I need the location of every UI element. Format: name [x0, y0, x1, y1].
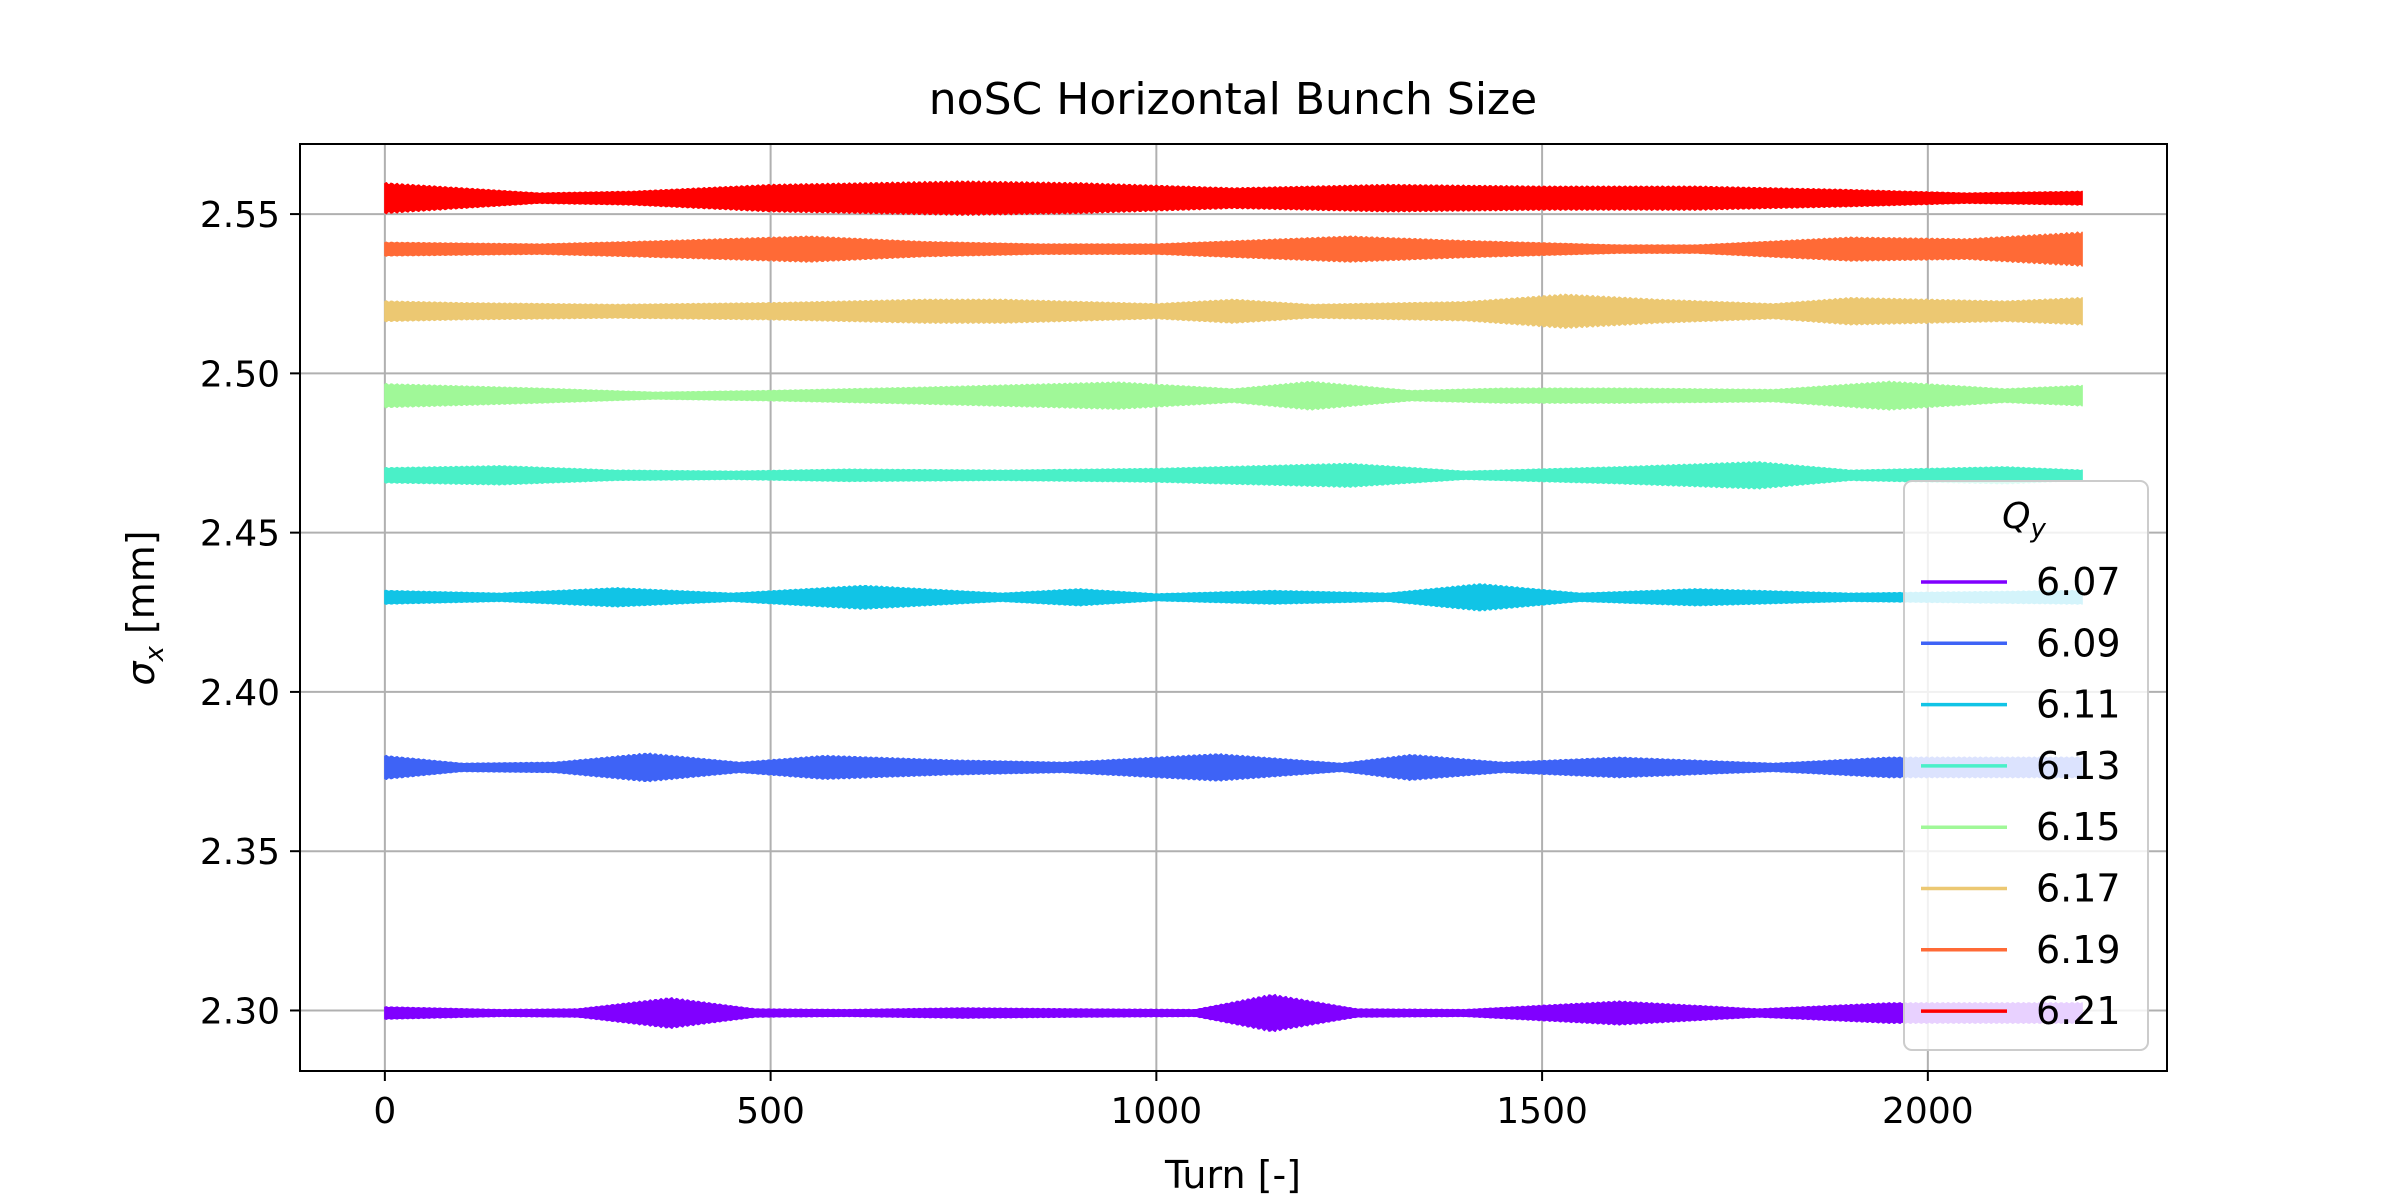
series-band-6.07	[384, 993, 2083, 1033]
legend-box	[1903, 480, 2149, 1051]
legend-label: 6.15	[2036, 805, 2121, 849]
chart-title: noSC Horizontal Bunch Size	[929, 74, 1537, 125]
legend-label: 6.13	[2036, 744, 2121, 788]
x-tick-label: 0	[373, 1091, 396, 1132]
legend-label: 6.11	[2036, 683, 2121, 727]
legend-label: 6.07	[2036, 560, 2121, 604]
x-tick-label: 1500	[1496, 1091, 1588, 1132]
y-tick-label: 2.30	[200, 991, 280, 1032]
plot-frame	[299, 143, 2168, 1072]
y-axis-label: σx [mm]	[119, 530, 170, 685]
series-band-6.15	[384, 380, 2083, 411]
x-tick-label: 500	[736, 1091, 805, 1132]
y-tick-label: 2.35	[200, 832, 280, 873]
legend-label: 6.21	[2036, 989, 2121, 1033]
y-axis: 2.30 2.35 2.40 2.45 2.50 2.55	[200, 195, 300, 1032]
y-tick-label: 2.45	[200, 514, 280, 555]
legend: Qy 6.07 6.09 6.11 6.13 6.15 6.17 6.19 6.21	[1903, 480, 2149, 1051]
series-band-6.19	[384, 231, 2083, 267]
x-axis: 0 500 1000 1500 2000	[373, 1071, 1974, 1132]
x-axis-label: Turn [-]	[1164, 1153, 1301, 1197]
legend-label: 6.09	[2036, 621, 2121, 665]
x-tick-label: 2000	[1882, 1091, 1974, 1132]
x-tick-label: 1000	[1111, 1091, 1203, 1132]
y-tick-label: 2.50	[200, 354, 280, 395]
y-tick-label: 2.55	[200, 195, 280, 236]
series-band-6.13	[384, 460, 2083, 490]
legend-label: 6.17	[2036, 867, 2121, 911]
legend-label: 6.19	[2036, 928, 2121, 972]
series-band-6.09	[384, 752, 2083, 783]
series-layer	[384, 180, 2083, 1033]
series-band-6.17	[384, 293, 2083, 329]
grid	[300, 144, 2167, 1071]
y-tick-label: 2.40	[200, 673, 280, 714]
series-band-6.11	[384, 583, 2083, 612]
legend-items: 6.07 6.09 6.11 6.13 6.15 6.17 6.19 6.21	[1921, 560, 2121, 1033]
legend-title: Qy	[2002, 496, 2046, 544]
series-band-6.21	[384, 180, 2083, 216]
